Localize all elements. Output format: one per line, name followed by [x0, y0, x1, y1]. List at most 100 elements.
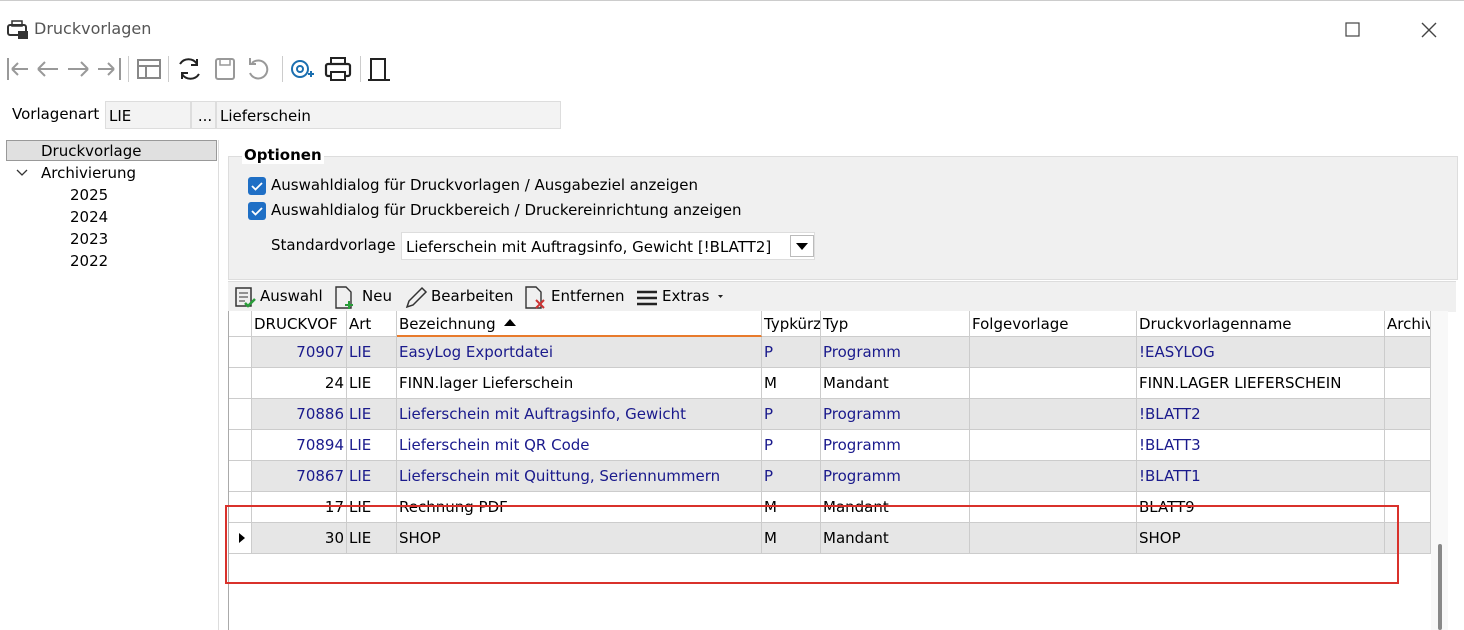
grid-cell: Mandant — [821, 492, 970, 523]
grid-cell: Rechnung PDF — [397, 492, 762, 523]
grid-cell: EasyLog Exportdatei — [397, 337, 762, 368]
grid-row: 17 LIE Rechnung PDF M Mandant BLATT9 — [229, 492, 1431, 523]
sort-arrow — [504, 319, 516, 326]
toolbar-button[interactable]: Neu — [362, 287, 392, 305]
toolbar-button[interactable]: Bearbeiten — [431, 287, 514, 305]
data-grid: DRUCKVOF Art Bezeichnung Typkürz Typ Folgevor… — [228, 311, 1448, 630]
app-icon — [7, 20, 28, 39]
column-header[interactable]: Folgevorlage — [970, 311, 1137, 337]
options-group: Optionen Auswahldialog für Druckvorlagen… — [228, 146, 1458, 280]
icon — [235, 287, 256, 308]
grid-cell — [1385, 368, 1431, 399]
corner — [229, 311, 252, 337]
grid-cell — [970, 492, 1137, 523]
grid-row: 70867 LIE Lieferschein mit Quittung, Serie… — [229, 461, 1431, 492]
grid-cell — [970, 399, 1137, 430]
checkbox-label: Auswahldialog für Druckvorlagen / Ausgab… — [271, 176, 699, 194]
grid-row: 70907 LIE EasyLog Exportdatei P Programm !EAS… — [229, 337, 1431, 368]
row-header — [229, 337, 252, 368]
dropdown-arrow[interactable] — [790, 235, 814, 257]
grid-cell: Programm — [821, 430, 970, 461]
toolbar — [0, 50, 1464, 90]
grid-row: 30 LIE SHOP M Mandant SHOP — [229, 523, 1431, 554]
scrollbar[interactable] — [1431, 311, 1448, 630]
row-header — [229, 399, 252, 430]
grid-body: 70907 LIE EasyLog Exportdatei P Programm !EAS… — [229, 337, 1431, 630]
grid-cell: LIE — [347, 430, 397, 461]
grid-cell — [970, 368, 1137, 399]
grid-cell: P — [762, 430, 821, 461]
column-header[interactable]: Typkürz — [762, 311, 821, 337]
checkbox[interactable] — [248, 202, 266, 220]
tree-item[interactable]: 2022 — [70, 252, 109, 270]
checkbox[interactable] — [248, 177, 266, 195]
grid-row: 70894 LIE Lieferschein mit QR Code P Program… — [229, 430, 1431, 461]
grid-cell: 17 — [252, 492, 347, 523]
separator — [168, 56, 169, 82]
grid-cell — [970, 461, 1137, 492]
tree-item[interactable]: 2024 — [70, 208, 109, 226]
tree-item[interactable]: 2025 — [70, 186, 109, 204]
grid-cell: LIE — [347, 368, 397, 399]
column-header[interactable]: Bezeichnung — [397, 311, 762, 337]
grid-cell: FINN.LAGER LIEFERSCHEIN — [1137, 368, 1385, 399]
toolbar-button[interactable]: Entfernen — [551, 287, 625, 305]
grid-cell — [1385, 430, 1431, 461]
grid-cell: Lieferschein mit Quittung, Seriennummern — [397, 461, 762, 492]
grid-header: DRUCKVOF Art Bezeichnung Typkürz Typ Folgevor… — [229, 311, 1431, 337]
tree-item[interactable]: Archivierung — [41, 164, 136, 182]
scroll-thumb[interactable] — [1438, 544, 1442, 630]
column-header[interactable]: DRUCKVOF — [252, 311, 347, 337]
grid-cell: FINN.lager Lieferschein — [397, 368, 762, 399]
row-header — [229, 492, 252, 523]
grid-cell: 70867 — [252, 461, 347, 492]
grid-cell: !BLATT3 — [1137, 430, 1385, 461]
expander[interactable] — [16, 168, 28, 178]
grid-cell — [1385, 523, 1431, 554]
grid-cell: 30 — [252, 523, 347, 554]
grid-cell: LIE — [347, 337, 397, 368]
grid-cell: Programm — [821, 461, 970, 492]
grid-cell: Lieferschein mit Auftragsinfo, Gewicht — [397, 399, 762, 430]
grid-toolbar: Auswahl Neu Bearbeiten Entfernen Extras — [228, 281, 1456, 312]
tree-item[interactable]: Druckvorlage — [41, 142, 142, 160]
row-header — [229, 523, 252, 554]
icon — [405, 286, 428, 309]
grid-cell: M — [762, 523, 821, 554]
separator — [282, 56, 283, 82]
highlight-box — [225, 505, 1399, 584]
grid-cell: SHOP — [1137, 523, 1385, 554]
grid-cell: P — [762, 399, 821, 430]
grid-cell: 24 — [252, 368, 347, 399]
column-header[interactable]: Archiv — [1385, 311, 1431, 337]
menu-arrow — [718, 295, 723, 298]
separator — [360, 56, 361, 82]
description-field: Lieferschein — [216, 101, 561, 129]
toolbar-button[interactable]: Auswahl — [260, 287, 323, 305]
close-button[interactable] — [1420, 21, 1438, 39]
grid-cell: P — [762, 461, 821, 492]
grid-row: 70886 LIE Lieferschein mit Auftragsinfo, G… — [229, 399, 1431, 430]
code-field[interactable]: LIE — [105, 101, 191, 129]
dropdown[interactable]: Lieferschein mit Auftragsinfo, Gewicht [… — [401, 232, 815, 260]
grid-cell: 70886 — [252, 399, 347, 430]
grid-cell — [970, 523, 1137, 554]
grid-cell: P — [762, 337, 821, 368]
selection — [6, 140, 217, 161]
grid-cell: LIE — [347, 461, 397, 492]
tree-item[interactable]: 2023 — [70, 230, 109, 248]
row-header — [229, 430, 252, 461]
column-header[interactable]: Druckvorlagenname — [1137, 311, 1385, 337]
column-header[interactable]: Art — [347, 311, 397, 337]
toolbar-button[interactable]: Extras — [662, 287, 710, 305]
toolbar-icons — [7, 57, 390, 81]
lookup-button[interactable]: ... — [191, 101, 216, 129]
grid-cell: LIE — [347, 399, 397, 430]
grid-cell: !EASYLOG — [1137, 337, 1385, 368]
grid-cell: BLATT9 — [1137, 492, 1385, 523]
column-header[interactable]: Typ — [821, 311, 970, 337]
grid-cell: SHOP — [397, 523, 762, 554]
grid-cell: M — [762, 368, 821, 399]
grid-row: 24 LIE FINN.lager Lieferschein M Mandant FINN… — [229, 368, 1431, 399]
maximize-button[interactable] — [1345, 22, 1361, 38]
